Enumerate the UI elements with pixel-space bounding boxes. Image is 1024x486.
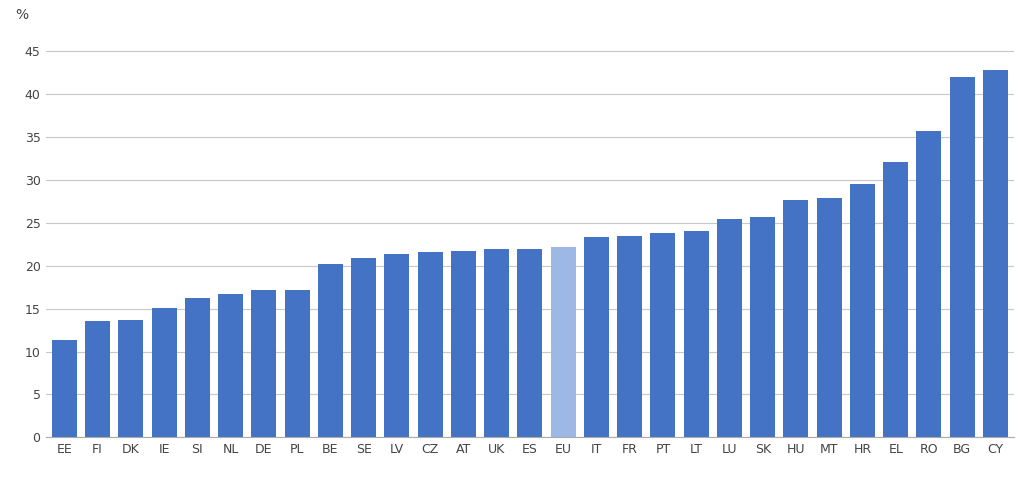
Y-axis label: %: %	[15, 8, 29, 22]
Bar	[751, 217, 775, 437]
Bar	[783, 200, 808, 437]
Bar	[983, 70, 1008, 437]
Bar	[317, 264, 343, 437]
Bar	[185, 297, 210, 437]
Bar	[817, 198, 842, 437]
Bar	[684, 231, 709, 437]
Bar	[85, 321, 111, 437]
Bar	[285, 290, 309, 437]
Bar	[617, 236, 642, 437]
Bar	[351, 258, 376, 437]
Bar	[517, 248, 543, 437]
Bar	[418, 252, 442, 437]
Bar	[584, 238, 609, 437]
Bar	[650, 233, 676, 437]
Bar	[484, 249, 509, 437]
Bar	[949, 77, 975, 437]
Bar	[916, 131, 941, 437]
Bar	[850, 184, 874, 437]
Bar	[252, 290, 276, 437]
Bar	[451, 251, 476, 437]
Bar	[119, 320, 143, 437]
Bar	[218, 294, 243, 437]
Bar	[717, 219, 742, 437]
Bar	[152, 308, 176, 437]
Bar	[551, 247, 575, 437]
Bar	[384, 254, 410, 437]
Bar	[52, 340, 77, 437]
Bar	[884, 162, 908, 437]
